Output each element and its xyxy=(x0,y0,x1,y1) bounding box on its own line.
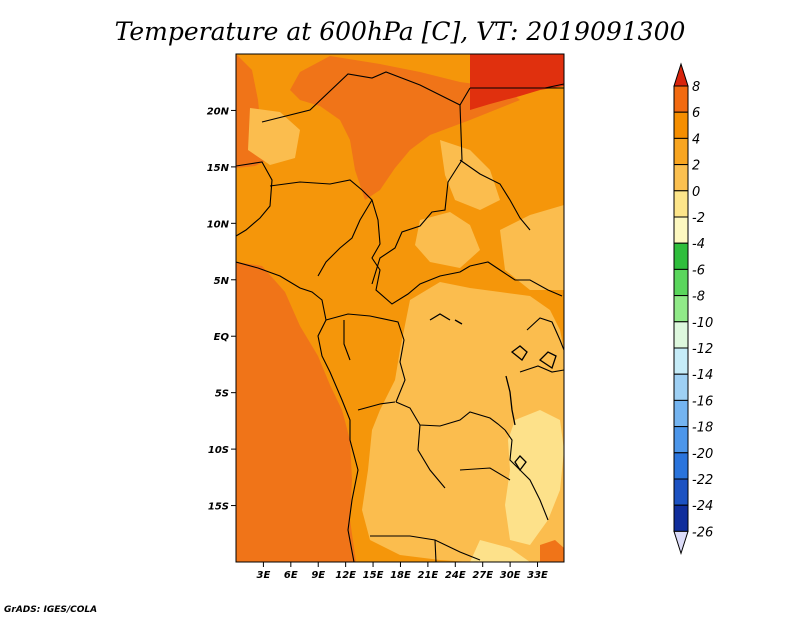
colorbar-segment xyxy=(673,111,689,139)
field-ne-hot xyxy=(470,54,564,110)
colorbar-segment xyxy=(673,190,689,218)
field-west-warm xyxy=(236,262,356,562)
colorbar-segment xyxy=(673,216,689,244)
x-tick-label: 18E xyxy=(390,570,411,581)
x-tick-label: 9E xyxy=(311,570,325,581)
colorbar-label: 2 xyxy=(692,159,700,174)
y-axis: 20N 15N 10N 5N EQ 5S 10S 15S xyxy=(207,106,236,513)
y-tick-label: 15S xyxy=(208,502,229,513)
colorbar-segment xyxy=(673,137,689,166)
colorbar-label: 8 xyxy=(692,80,700,95)
colorbar-label: -26 xyxy=(692,525,713,540)
y-tick-label: 10N xyxy=(207,219,230,230)
colorbar-segment xyxy=(673,164,689,192)
colorbar: 8 6 4 2 0 -2 -4 -6 -8 -10 -12 -14 -16 -18 -20 -22 -24 -26 xyxy=(673,62,713,556)
field-se-coolest xyxy=(505,410,564,545)
colorbar-segment xyxy=(673,373,689,401)
colorbar-segment xyxy=(673,85,689,113)
y-tick-label: EQ xyxy=(214,332,230,343)
x-tick-label: 12E xyxy=(335,570,356,581)
colorbar-bottom-arrow xyxy=(673,530,689,556)
colorbar-label: -16 xyxy=(692,394,713,409)
map-panel xyxy=(236,54,564,562)
country-borders xyxy=(236,71,564,562)
colorbar-segment xyxy=(673,399,689,428)
colorbar-label: -22 xyxy=(692,473,713,488)
colorbar-segment xyxy=(673,452,689,480)
y-tick-label: 10S xyxy=(208,445,229,456)
colorbar-segment xyxy=(673,426,689,454)
colorbar-label: -18 xyxy=(692,421,713,436)
grads-credit: GrADS: IGES/COLA xyxy=(4,605,97,615)
x-tick-label: 24E xyxy=(445,570,466,581)
colorbar-segment xyxy=(673,268,689,297)
field-cb-patch xyxy=(415,212,480,268)
colorbar-segment xyxy=(673,347,689,375)
chart-title: Temperature at 600hPa [C], VT: 201909130… xyxy=(115,17,686,46)
y-tick-label: 5N xyxy=(214,276,230,287)
colorbar-label: -20 xyxy=(692,447,713,462)
x-axis: 3E 6E 9E 12E 15E 18E 21E 24E 27E 30E 33E xyxy=(257,562,548,581)
x-tick-label: 6E xyxy=(284,570,298,581)
colorbar-segment xyxy=(673,504,689,532)
y-tick-label: 5S xyxy=(215,389,229,400)
x-tick-label: 21E xyxy=(418,570,439,581)
colorbar-label: -14 xyxy=(692,368,713,383)
field-nile-patch xyxy=(440,140,500,210)
colorbar-label: -4 xyxy=(692,237,705,252)
field-se-corner xyxy=(540,540,564,562)
x-tick-label: 33E xyxy=(527,570,548,581)
colorbar-label: -24 xyxy=(692,499,713,514)
colorbar-label: -12 xyxy=(692,342,713,357)
y-tick-label: 20N xyxy=(207,106,230,117)
x-tick-label: 15E xyxy=(363,570,384,581)
colorbar-label: -10 xyxy=(692,316,713,331)
colorbar-label: 4 xyxy=(692,132,700,147)
colorbar-label: 0 xyxy=(692,185,700,200)
field-north-warm xyxy=(290,56,520,200)
field-se-coolest-2 xyxy=(470,540,530,562)
field-sahel-patch xyxy=(248,108,300,165)
colorbar-label: -2 xyxy=(692,211,705,226)
colorbar-label: -6 xyxy=(692,263,705,278)
x-tick-label: 3E xyxy=(257,570,271,581)
colorbar-segment xyxy=(673,478,689,506)
field-east-cool xyxy=(500,205,564,290)
colorbar-segment xyxy=(673,295,689,323)
colorbar-top-arrow xyxy=(673,62,689,87)
lake-outlines xyxy=(429,313,557,472)
x-tick-label: 27E xyxy=(472,570,493,581)
colorbar-segment xyxy=(673,321,689,349)
colorbar-segment xyxy=(673,242,689,270)
x-tick-label: 30E xyxy=(500,570,521,581)
colorbar-label: -8 xyxy=(692,290,705,305)
y-tick-label: 15N xyxy=(207,163,230,174)
colorbar-label: 6 xyxy=(692,106,700,121)
